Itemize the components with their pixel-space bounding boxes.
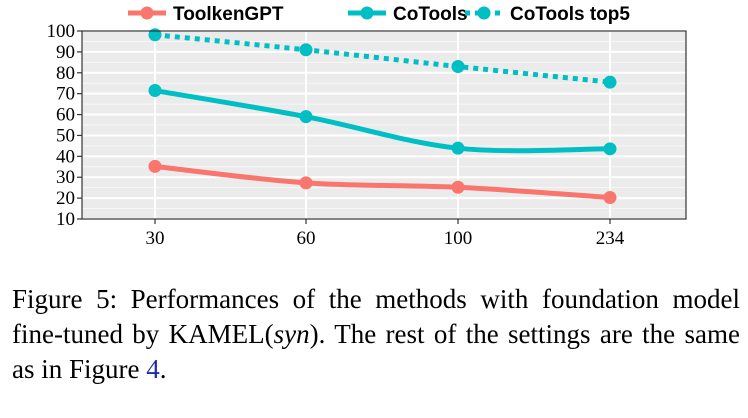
series-point-1-2: [451, 141, 465, 155]
y-tick-label: 70: [56, 84, 75, 105]
series-line-1: [154, 88, 611, 154]
series-layer: [81, 28, 687, 220]
series-point-0-0: [148, 159, 162, 173]
caption-italic: syn: [273, 319, 310, 349]
y-tick-label: 60: [56, 105, 75, 126]
chart-legend: ToolkenGPT CoTools CoTools top5: [128, 4, 630, 25]
legend-key-point: [477, 6, 491, 20]
y-tick-label: 50: [56, 125, 75, 146]
series-point-1-0: [148, 84, 162, 98]
y-tick-label: 80: [56, 63, 75, 84]
x-axis: 30 60 100 234: [146, 219, 625, 249]
y-tick-label: 10: [56, 209, 75, 230]
figure-reference-link[interactable]: 4: [146, 354, 160, 384]
y-tick-label: 30: [56, 167, 75, 188]
legend-key-point: [140, 6, 154, 20]
x-tick-label: 234: [596, 228, 625, 249]
series-line-2: [154, 32, 611, 85]
line-chart: ToolkenGPT CoTools CoTools top5 1020304050…: [47, 4, 687, 249]
series-line-0: [154, 163, 611, 200]
x-tick-label: 60: [297, 228, 316, 249]
y-tick-label: 90: [56, 42, 75, 63]
caption-middle: ). The rest of the settings are the same…: [12, 319, 740, 384]
legend-label: ToolkenGPT: [173, 4, 284, 25]
plot-border: [81, 30, 687, 220]
series-point-0-2: [451, 180, 465, 194]
y-tick-label: 20: [56, 188, 75, 209]
x-tick-label: 30: [146, 228, 165, 249]
series-point-0-1: [299, 176, 313, 190]
x-tick-label: 100: [444, 228, 473, 249]
caption-prefix: Figure 5: Performances of the methods wi…: [12, 284, 740, 349]
legend-key-point: [360, 6, 374, 20]
series-point-0-3: [603, 190, 617, 204]
caption-suffix: .: [159, 354, 167, 384]
y-tick-label: 40: [56, 146, 75, 167]
legend-label: CoTools: [393, 4, 468, 25]
y-tick-label: 100: [47, 21, 76, 42]
series-point-2-0: [148, 28, 162, 42]
figure-caption: Figure 5: Performances of the methods wi…: [12, 282, 740, 387]
series-point-2-2: [451, 60, 465, 74]
series-point-1-3: [603, 142, 617, 156]
series-point-2-1: [299, 43, 313, 57]
series-point-2-3: [603, 75, 617, 89]
grid-lines: [82, 30, 686, 220]
series-point-1-1: [299, 110, 313, 124]
legend-label: CoTools top5: [510, 4, 630, 25]
